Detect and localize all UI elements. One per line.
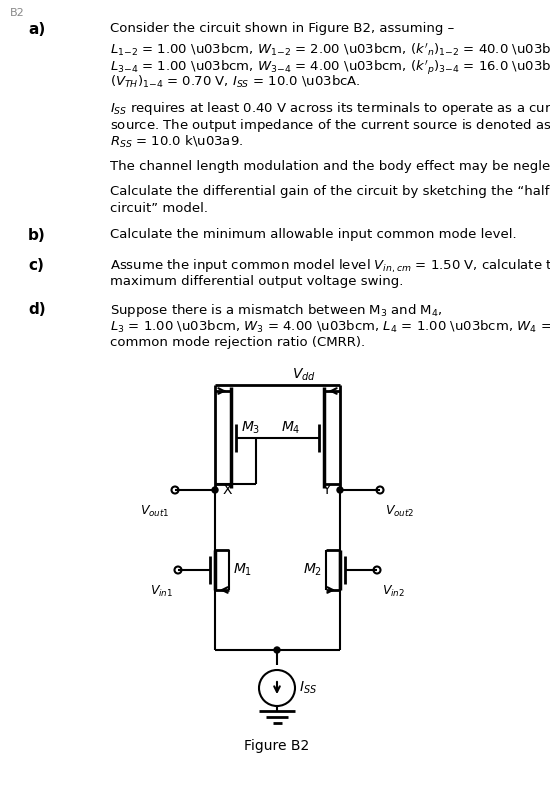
Text: Consider the circuit shown in Figure B2, assuming –: Consider the circuit shown in Figure B2,… [110,22,454,35]
Text: $V_{in1}$: $V_{in1}$ [150,584,173,599]
Text: c): c) [28,258,44,273]
Text: d): d) [28,302,46,317]
Text: Y: Y [322,483,330,497]
Text: $I_{SS}$ requires at least 0.40 V across its terminals to operate as a current: $I_{SS}$ requires at least 0.40 V across… [110,100,550,117]
Text: Calculate the minimum allowable input common mode level.: Calculate the minimum allowable input co… [110,228,516,241]
Text: a): a) [28,22,45,37]
Text: The channel length modulation and the body effect may be neglected.: The channel length modulation and the bo… [110,160,550,173]
Text: Suppose there is a mismatch between M$_3$ and M$_4$,: Suppose there is a mismatch between M$_3… [110,302,443,319]
Text: $(V_{TH})_{1\mathsf{-}4}$ = 0.70 V, $I_{SS}$ = 10.0 \u03bcA.: $(V_{TH})_{1\mathsf{-}4}$ = 0.70 V, $I_{… [110,74,361,90]
Text: Assume the input common model level $V_{in,cm}$ = 1.50 V, calculate the: Assume the input common model level $V_{… [110,258,550,275]
Text: $R_{SS}$ = 10.0 k\u03a9.: $R_{SS}$ = 10.0 k\u03a9. [110,134,243,150]
Text: $V_{out2}$: $V_{out2}$ [385,504,415,519]
Text: $V_{dd}$: $V_{dd}$ [293,367,316,384]
Text: $M_4$: $M_4$ [281,419,300,436]
Circle shape [212,487,218,493]
Text: Calculate the differential gain of the circuit by sketching the “half: Calculate the differential gain of the c… [110,185,549,198]
Text: source. The output impedance of the current source is denoted as $R_{SS}$,: source. The output impedance of the curr… [110,117,550,134]
Text: B2: B2 [10,8,25,18]
Text: $V_{in2}$: $V_{in2}$ [382,584,405,599]
Text: $L_{1\mathsf{-}2}$ = 1.00 \u03bcm, $W_{1\mathsf{-}2}$ = 2.00 \u03bcm, $(k'_n)_{1: $L_{1\mathsf{-}2}$ = 1.00 \u03bcm, $W_{1… [110,40,550,59]
Circle shape [337,487,343,493]
Circle shape [274,647,280,653]
Text: $I_{SS}$: $I_{SS}$ [299,679,317,696]
Text: circuit” model.: circuit” model. [110,202,208,215]
Text: $L_3$ = 1.00 \u03bcm, $W_3$ = 4.00 \u03bcm, $L_4$ = 1.00 \u03bcm, $W_4$ = 4.01 \: $L_3$ = 1.00 \u03bcm, $W_3$ = 4.00 \u03b… [110,319,550,335]
Text: b): b) [28,228,46,243]
Text: Figure B2: Figure B2 [244,739,310,753]
Text: $V_{out1}$: $V_{out1}$ [140,504,170,519]
Text: $M_1$: $M_1$ [233,562,252,578]
Text: $M_2$: $M_2$ [303,562,322,578]
Text: X: X [223,483,233,497]
Text: $L_{3\mathsf{-}4}$ = 1.00 \u03bcm, $W_{3\mathsf{-}4}$ = 4.00 \u03bcm, $(k'_p)_{3: $L_{3\mathsf{-}4}$ = 1.00 \u03bcm, $W_{3… [110,57,550,78]
Text: maximum differential output voltage swing.: maximum differential output voltage swin… [110,275,403,288]
Text: $M_3$: $M_3$ [241,419,260,436]
Text: common mode rejection ratio (CMRR).: common mode rejection ratio (CMRR). [110,336,365,349]
